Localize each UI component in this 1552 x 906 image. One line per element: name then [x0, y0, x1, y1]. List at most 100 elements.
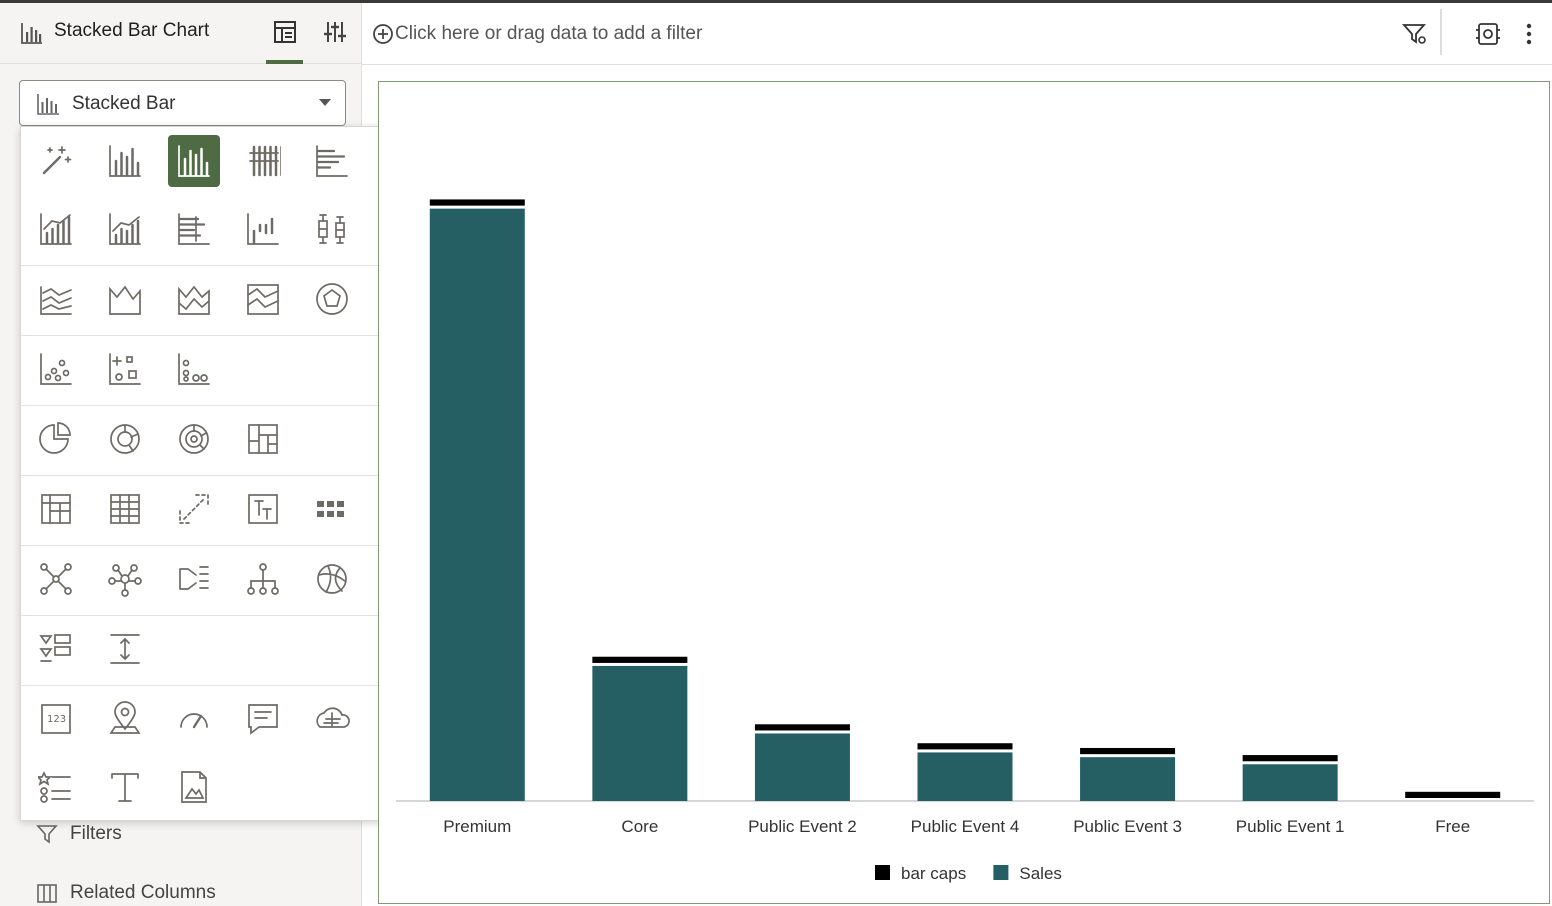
- area-100-viz-icon[interactable]: [237, 273, 289, 325]
- picker-row-separator: [21, 615, 502, 616]
- columns-icon: [37, 884, 57, 903]
- network-viz-icon[interactable]: [30, 553, 82, 605]
- bar-sales-1[interactable]: [592, 665, 688, 801]
- pivot-viz-icon[interactable]: [30, 483, 82, 535]
- picker-row-separator: [21, 475, 502, 476]
- gauge-viz-icon[interactable]: [168, 693, 220, 745]
- horizontal-bar-viz-icon[interactable]: [306, 135, 358, 187]
- svg-text:123: 123: [47, 714, 66, 725]
- picker-row-separator: [21, 335, 502, 336]
- table-viz-icon[interactable]: [99, 483, 151, 535]
- filters-section[interactable]: Filters: [36, 823, 122, 845]
- correlation-matrix-viz-icon[interactable]: [168, 483, 220, 535]
- filter-settings-icon[interactable]: [1402, 21, 1428, 47]
- chevron-down-icon: [319, 99, 331, 106]
- combo-horizontal-viz-icon[interactable]: [168, 203, 220, 255]
- auto-viz-viz-icon[interactable]: [30, 135, 82, 187]
- more-vertical-icon[interactable]: [1516, 21, 1542, 47]
- bar-sales-4[interactable]: [1080, 757, 1176, 801]
- filter-bar[interactable]: Click here or drag data to add a filter: [362, 3, 1552, 65]
- bar-bar-caps-0[interactable]: [429, 199, 525, 206]
- picker-row-separator: [21, 265, 502, 266]
- bar-sales-0[interactable]: [429, 208, 525, 801]
- viz-type-value: Stacked Bar: [72, 93, 176, 114]
- active-tab-indicator: [266, 60, 303, 64]
- stacked-bar-100-viz-icon[interactable]: [237, 135, 289, 187]
- sliders-icon[interactable]: [322, 19, 348, 45]
- parallel-coordinates-viz-icon[interactable]: [237, 483, 289, 535]
- tree-diagram-viz-icon[interactable]: [237, 553, 289, 605]
- stacked-bar-viz-icon[interactable]: [168, 135, 220, 187]
- grid-filter-viz-icon[interactable]: [30, 623, 82, 675]
- tile-heatmap-viz-icon[interactable]: [306, 483, 358, 535]
- picker-row-separator: [21, 405, 502, 406]
- chart-canvas[interactable]: Premium Core Public Event 2 Public Event 4 P…: [378, 81, 1550, 904]
- panel-layout-icon[interactable]: [272, 19, 298, 45]
- x-tick-label: Premium: [443, 817, 511, 836]
- legend-swatch: [993, 865, 1009, 880]
- image-viz-icon[interactable]: [168, 761, 220, 813]
- donut-viz-icon[interactable]: [99, 413, 151, 465]
- x-tick-label: Public Event 2: [748, 817, 857, 836]
- line-viz-icon[interactable]: [30, 273, 82, 325]
- pie-viz-icon[interactable]: [30, 413, 82, 465]
- bar-bar-caps-1[interactable]: [592, 656, 688, 663]
- top-border: [0, 0, 1552, 3]
- bar-bar-caps-4[interactable]: [1080, 747, 1176, 755]
- chord-viz-icon[interactable]: [99, 553, 151, 605]
- boxplot-viz-icon[interactable]: [306, 203, 358, 255]
- related-columns-label: Related Columns: [70, 882, 216, 903]
- tile-viz-icon[interactable]: 123: [30, 693, 82, 745]
- area-viz-icon[interactable]: [99, 273, 151, 325]
- legend-entry[interactable]: bar caps: [901, 864, 966, 883]
- canvas-settings-icon[interactable]: [1475, 21, 1501, 47]
- combo-stacked-viz-icon[interactable]: [99, 203, 151, 255]
- x-tick-label: Free: [1435, 817, 1470, 836]
- bubble-viz-icon[interactable]: [99, 343, 151, 395]
- picker-row-separator: [21, 685, 502, 686]
- filter-placeholder[interactable]: Click here or drag data to add a filter: [395, 23, 703, 44]
- add-circle-icon[interactable]: [372, 23, 394, 45]
- text-viz-icon[interactable]: [99, 761, 151, 813]
- panel-title: Stacked Bar Chart: [54, 20, 210, 41]
- list-view-viz-icon[interactable]: [30, 761, 82, 813]
- map-viz-icon[interactable]: [99, 693, 151, 745]
- slider-viz-icon[interactable]: [99, 623, 151, 675]
- bar-sales-2[interactable]: [754, 733, 850, 801]
- text-box-viz-icon[interactable]: [237, 693, 289, 745]
- bar-bar-caps-5[interactable]: [1242, 755, 1338, 762]
- sunburst-viz-icon[interactable]: [168, 413, 220, 465]
- bar-bar-caps-3[interactable]: [917, 743, 1013, 750]
- toolbar-divider: [1440, 9, 1442, 55]
- filter-icon: [36, 825, 58, 844]
- scatter-viz-icon[interactable]: [30, 343, 82, 395]
- sankey-viz-icon[interactable]: [168, 553, 220, 605]
- stacked-bar-icon: [21, 23, 42, 44]
- treemap-viz-icon[interactable]: [237, 413, 289, 465]
- x-tick-label: Public Event 3: [1073, 817, 1182, 836]
- dot-plot-viz-icon[interactable]: [168, 343, 220, 395]
- combo-viz-icon[interactable]: [30, 203, 82, 255]
- x-tick-label: Core: [621, 817, 658, 836]
- related-columns-section[interactable]: Related Columns: [36, 882, 216, 904]
- panel-header: Stacked Bar Chart: [0, 3, 361, 64]
- legend-entry[interactable]: Sales: [1019, 864, 1062, 883]
- bar-sales-3[interactable]: [917, 752, 1013, 801]
- stacked-bar-chart[interactable]: Premium Core Public Event 2 Public Event 4 P…: [379, 82, 1549, 903]
- bar-sales-5[interactable]: [1242, 764, 1338, 801]
- x-tick-label: Public Event 4: [911, 817, 1020, 836]
- legend-swatch: [875, 865, 890, 880]
- word-cloud-viz-icon[interactable]: [306, 693, 358, 745]
- filters-label: Filters: [70, 823, 122, 844]
- picker-row-separator: [21, 545, 502, 546]
- waterfall-viz-icon[interactable]: [237, 203, 289, 255]
- bar-bar-caps-2[interactable]: [754, 724, 850, 731]
- x-tick-label: Public Event 1: [1236, 817, 1345, 836]
- stacked-area-viz-icon[interactable]: [168, 273, 220, 325]
- bar-viz-icon[interactable]: [99, 135, 151, 187]
- stacked-bar-icon: [37, 94, 59, 115]
- circle-pack-viz-icon[interactable]: [306, 553, 358, 605]
- bar-bar-caps-6[interactable]: [1405, 791, 1501, 798]
- viz-type-dropdown[interactable]: Stacked Bar: [19, 80, 346, 126]
- radar-line-viz-icon[interactable]: [306, 273, 358, 325]
